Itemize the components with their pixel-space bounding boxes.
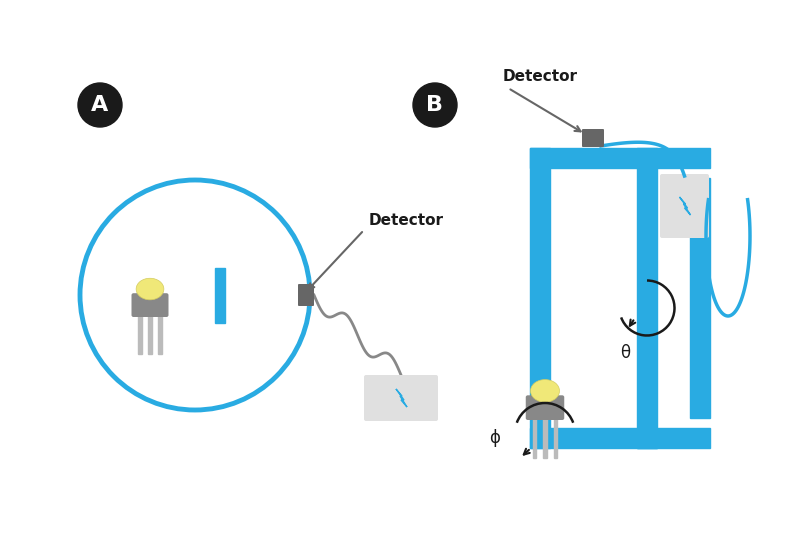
Text: Detector: Detector — [369, 213, 444, 228]
Bar — [637, 148, 710, 168]
Bar — [554, 418, 557, 458]
Bar — [637, 148, 657, 448]
Bar — [530, 148, 637, 168]
Circle shape — [413, 83, 457, 127]
FancyBboxPatch shape — [526, 395, 564, 420]
Text: A: A — [91, 95, 109, 115]
Text: ϕ: ϕ — [490, 429, 501, 447]
Polygon shape — [396, 389, 407, 407]
Ellipse shape — [136, 278, 164, 300]
Polygon shape — [679, 197, 690, 215]
FancyBboxPatch shape — [364, 375, 438, 421]
Bar — [637, 428, 710, 448]
Bar — [530, 428, 657, 448]
Bar — [215, 268, 225, 322]
FancyBboxPatch shape — [582, 129, 604, 147]
Bar — [530, 148, 550, 448]
Bar — [533, 418, 536, 458]
Ellipse shape — [530, 379, 559, 402]
Bar — [148, 315, 152, 353]
Text: θ: θ — [620, 344, 630, 362]
Text: B: B — [426, 95, 443, 115]
Bar — [138, 315, 142, 353]
FancyBboxPatch shape — [131, 293, 169, 317]
Bar — [543, 418, 546, 458]
Text: Detector: Detector — [503, 69, 578, 84]
FancyBboxPatch shape — [660, 174, 709, 238]
Bar — [158, 315, 162, 353]
Circle shape — [78, 83, 122, 127]
FancyBboxPatch shape — [298, 284, 314, 306]
Bar — [690, 178, 710, 418]
